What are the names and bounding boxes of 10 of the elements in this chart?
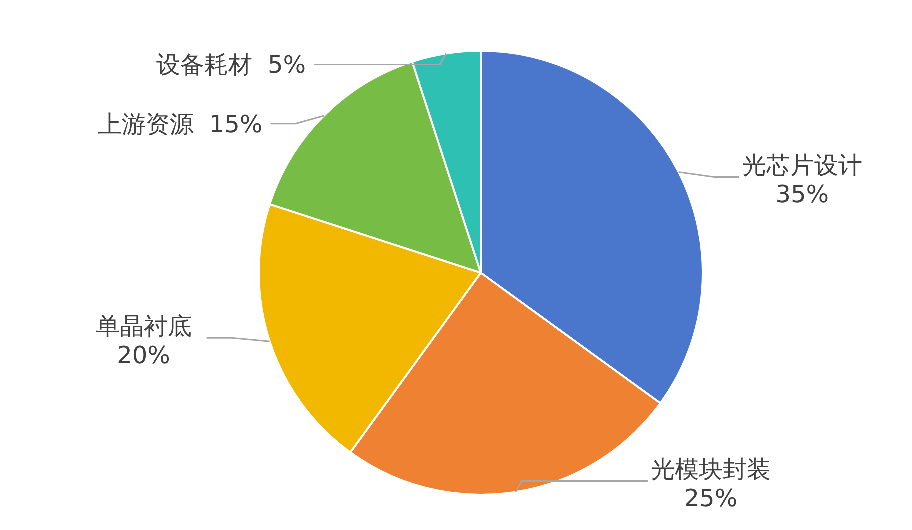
data-label: 15% xyxy=(209,110,263,138)
data-label: 25% xyxy=(684,484,738,513)
slice-label: 设备耗材 xyxy=(156,51,253,80)
slice-label: 上游资源 xyxy=(98,110,194,138)
data-label: 20% xyxy=(117,341,170,370)
slice-label: 光模块封装 xyxy=(650,456,771,484)
slice-label: 单晶衬底 xyxy=(96,312,192,341)
data-label: 5% xyxy=(268,51,306,80)
slice-label: 光芯片设计 xyxy=(742,152,862,180)
data-label: 35% xyxy=(776,180,830,208)
